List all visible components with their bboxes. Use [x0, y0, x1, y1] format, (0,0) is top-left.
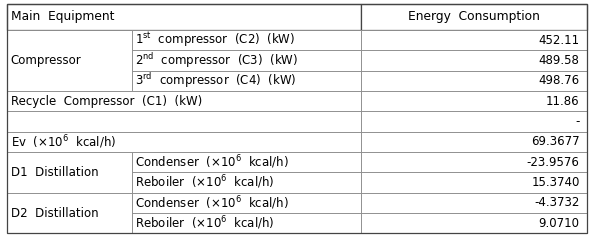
- Bar: [361, 172, 587, 193]
- Text: 9.0710: 9.0710: [539, 217, 580, 230]
- Bar: [132, 172, 361, 193]
- Text: Recycle  Compressor  (C1)  (kW): Recycle Compressor (C1) (kW): [11, 95, 202, 108]
- Bar: [361, 91, 587, 111]
- Text: -: -: [576, 115, 580, 128]
- Bar: [7, 111, 361, 132]
- Text: Condenser  (×10$^{\mathrm{6}}$  kcal/h): Condenser (×10$^{\mathrm{6}}$ kcal/h): [135, 194, 289, 212]
- Bar: [132, 30, 361, 50]
- Text: Reboiler  (×10$^{\mathrm{6}}$  kcal/h): Reboiler (×10$^{\mathrm{6}}$ kcal/h): [135, 174, 275, 191]
- Bar: [132, 193, 361, 213]
- Text: 498.76: 498.76: [539, 74, 580, 87]
- Text: D2  Distillation: D2 Distillation: [11, 207, 99, 220]
- Text: D1  Distillation: D1 Distillation: [11, 166, 99, 179]
- Text: 2$^{\mathrm{nd}}$  compressor  (C3)  (kW): 2$^{\mathrm{nd}}$ compressor (C3) (kW): [135, 51, 298, 70]
- Bar: [7, 132, 361, 152]
- Text: Reboiler  (×10$^{\mathrm{6}}$  kcal/h): Reboiler (×10$^{\mathrm{6}}$ kcal/h): [135, 214, 275, 232]
- Bar: [361, 4, 587, 30]
- Text: 452.11: 452.11: [539, 34, 580, 47]
- Text: 3$^{\mathrm{rd}}$  compressor  (C4)  (kW): 3$^{\mathrm{rd}}$ compressor (C4) (kW): [135, 71, 296, 90]
- Bar: [361, 132, 587, 152]
- Text: 489.58: 489.58: [539, 54, 580, 67]
- Bar: [7, 4, 361, 30]
- Bar: [361, 111, 587, 132]
- Text: Main  Equipment: Main Equipment: [11, 10, 114, 23]
- Text: -23.9576: -23.9576: [527, 156, 580, 169]
- Text: 11.86: 11.86: [546, 95, 580, 108]
- Bar: [7, 91, 361, 111]
- Bar: [7, 193, 132, 233]
- Bar: [132, 50, 361, 71]
- Bar: [7, 30, 132, 91]
- Text: Energy  Consumption: Energy Consumption: [408, 10, 540, 23]
- Bar: [132, 152, 361, 172]
- Bar: [132, 213, 361, 233]
- Text: -4.3732: -4.3732: [535, 196, 580, 210]
- Text: Condenser  (×10$^{\mathrm{6}}$  kcal/h): Condenser (×10$^{\mathrm{6}}$ kcal/h): [135, 153, 289, 171]
- Bar: [361, 30, 587, 50]
- Bar: [361, 152, 587, 172]
- Text: Ev  (×10$^{\mathrm{6}}$  kcal/h): Ev (×10$^{\mathrm{6}}$ kcal/h): [11, 133, 116, 151]
- Bar: [361, 71, 587, 91]
- Bar: [132, 71, 361, 91]
- Text: Compressor: Compressor: [11, 54, 81, 67]
- Bar: [361, 193, 587, 213]
- Bar: [7, 152, 132, 193]
- Text: 15.3740: 15.3740: [532, 176, 580, 189]
- Text: 69.3677: 69.3677: [531, 135, 580, 148]
- Bar: [361, 50, 587, 71]
- Text: 1$^{\mathrm{st}}$  compressor  (C2)  (kW): 1$^{\mathrm{st}}$ compressor (C2) (kW): [135, 31, 296, 50]
- Bar: [361, 213, 587, 233]
